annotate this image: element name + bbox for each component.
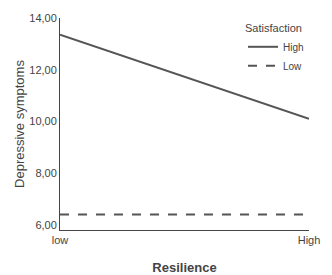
svg-text:High: High [298,234,321,246]
svg-text:Resilience: Resilience [152,260,216,275]
svg-text:6,00: 6,00 [35,219,56,231]
svg-text:Low: Low [283,61,302,72]
svg-text:Depressive symptoms: Depressive symptoms [12,60,27,188]
svg-text:Satisfaction: Satisfaction [245,22,302,34]
svg-text:High: High [283,42,304,53]
svg-text:10,00: 10,00 [29,115,57,127]
svg-text:low: low [52,234,69,246]
svg-text:12,00: 12,00 [29,64,57,76]
svg-text:14,00: 14,00 [29,12,57,24]
svg-text:8,00: 8,00 [35,167,56,179]
